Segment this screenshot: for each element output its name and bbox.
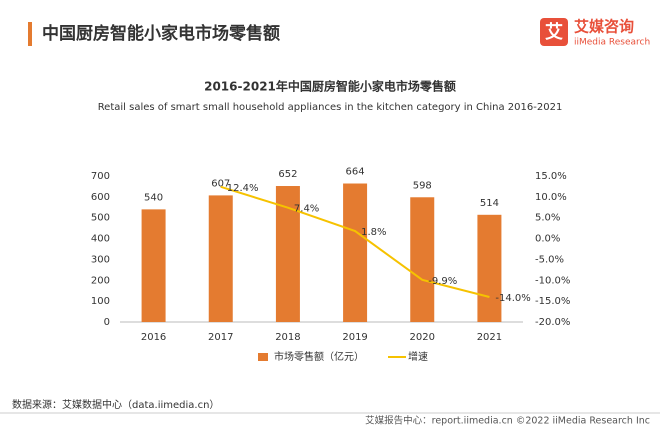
x-tick-label: 2017 — [208, 332, 233, 343]
y-tick-label: 700 — [91, 171, 110, 182]
growth-line — [220, 185, 490, 298]
page-title: 中国厨房智能小家电市场零售额 — [42, 23, 280, 44]
y-tick-label: 300 — [91, 254, 110, 265]
y2-tick-label: -10.0% — [535, 275, 570, 286]
logo-mark: 艾 — [545, 21, 563, 43]
bar — [208, 195, 233, 322]
title-accent — [28, 22, 32, 46]
bar — [343, 183, 368, 322]
bar-value-label: 540 — [144, 192, 163, 203]
legend-swatch — [258, 353, 268, 361]
bar-value-label: 652 — [278, 169, 297, 180]
y2-tick-label: 5.0% — [535, 213, 560, 224]
bar — [477, 214, 502, 322]
bar — [410, 197, 435, 322]
legend-label: 增速 — [408, 350, 428, 363]
line-value-label: 1.8% — [361, 227, 386, 238]
y2-tick-label: -20.0% — [535, 317, 570, 328]
logo-name: 艾媒咨询 — [574, 18, 634, 36]
x-tick-label: 2021 — [477, 332, 502, 343]
y-tick-label: 600 — [91, 192, 110, 203]
y-tick-label: 100 — [91, 296, 110, 307]
line-value-label: 7.4% — [294, 204, 319, 215]
x-tick-label: 2018 — [275, 332, 300, 343]
bar-value-label: 598 — [413, 180, 432, 191]
source: 数据来源：艾媒数据中心（data.iimedia.cn） — [12, 398, 219, 411]
line-value-label: 12.4% — [227, 183, 259, 194]
y2-tick-label: -5.0% — [535, 254, 564, 265]
y-tick-label: 0 — [104, 317, 110, 328]
y-tick-label: 200 — [91, 275, 110, 286]
x-tick-label: 2020 — [410, 332, 435, 343]
y2-tick-label: -15.0% — [535, 296, 570, 307]
y2-tick-label: 0.0% — [535, 234, 560, 245]
bar — [141, 209, 166, 322]
x-tick-label: 2019 — [342, 332, 367, 343]
chart-subtitle: Retail sales of smart small household ap… — [98, 102, 563, 113]
logo-sub: iiMedia Research — [574, 38, 650, 48]
credit: 艾媒报告中心：report.iimedia.cn ©2022 iiMedia R… — [365, 415, 650, 427]
x-tick-label: 2016 — [141, 332, 166, 343]
line-value-label: -14.0% — [495, 293, 530, 304]
y2-tick-label: 15.0% — [535, 171, 567, 182]
y-tick-label: 500 — [91, 213, 110, 224]
chart-title: 2016-2021年中国厨房智能小家电市场零售额 — [204, 79, 456, 94]
line-value-label: -9.9% — [428, 276, 457, 287]
bar-value-label: 664 — [346, 167, 365, 178]
logo-icon — [540, 18, 568, 46]
bar-value-label: 514 — [480, 198, 499, 209]
bar-value-label: 607 — [211, 178, 230, 189]
legend-label: 市场零售额（亿元） — [274, 350, 364, 363]
y-tick-label: 400 — [91, 234, 110, 245]
y2-tick-label: 10.0% — [535, 192, 567, 203]
